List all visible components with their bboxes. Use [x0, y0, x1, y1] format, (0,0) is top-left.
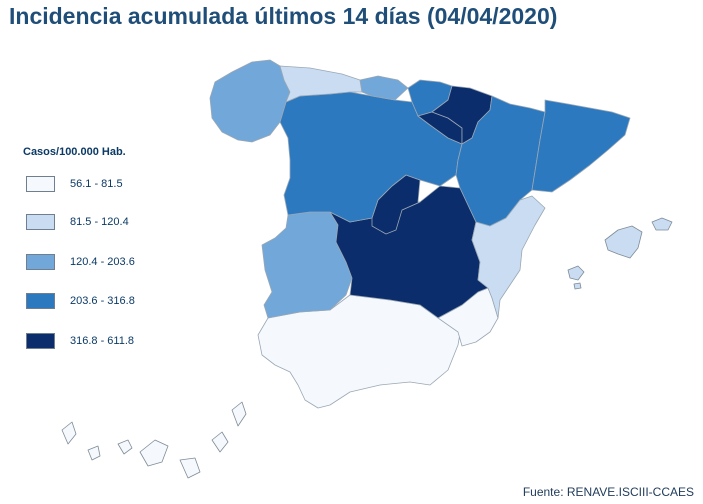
map-title: Incidencia acumulada últimos 14 días (04…	[9, 3, 558, 29]
legend-label: 316.8 - 611.8	[70, 335, 135, 347]
legend-label: 81.5 - 120.4	[70, 216, 129, 228]
region-comunidad-valenciana[interactable]	[471, 195, 546, 319]
legend-swatch	[26, 254, 55, 270]
region-baleares[interactable]	[567, 217, 673, 290]
legend-item: 81.5 - 120.4	[26, 214, 226, 232]
legend-swatch	[26, 176, 55, 192]
legend-item: 56.1 - 81.5	[26, 176, 226, 194]
region-canarias[interactable]	[61, 401, 247, 479]
legend-label: 56.1 - 81.5	[70, 178, 123, 190]
region-cataluna[interactable]	[531, 99, 631, 193]
region-galicia[interactable]	[209, 59, 291, 143]
legend-item: 316.8 - 611.8	[26, 333, 226, 351]
legend-swatch	[26, 293, 55, 309]
legend-item: 120.4 - 203.6	[26, 254, 226, 272]
legend-label: 120.4 - 203.6	[70, 256, 135, 268]
region-cantabria[interactable]	[359, 75, 409, 101]
region-asturias[interactable]	[279, 65, 363, 103]
legend-swatch	[26, 333, 55, 349]
legend-swatch	[26, 214, 55, 230]
legend-title: Casos/100.000 Hab.	[23, 146, 126, 158]
legend-item: 203.6 - 316.8	[26, 293, 226, 311]
legend-label: 203.6 - 316.8	[70, 295, 135, 307]
source-note: Fuente: RENAVE.ISCIII-CCAES	[522, 485, 694, 499]
